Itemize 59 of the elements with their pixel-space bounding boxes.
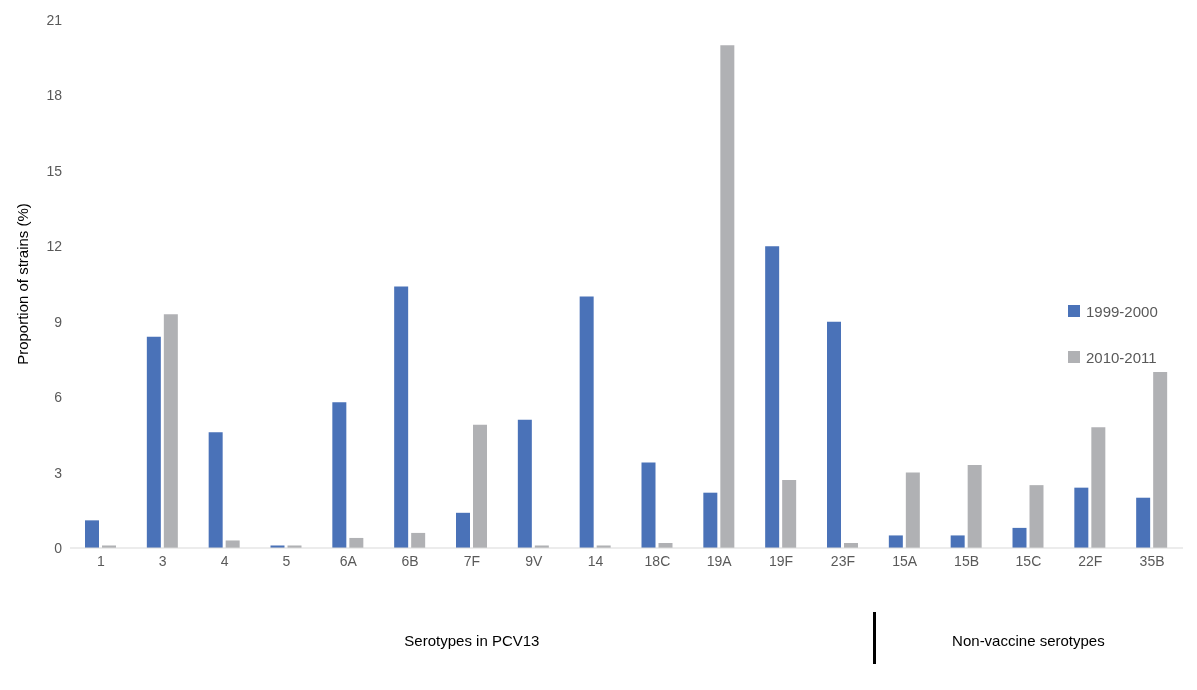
bar xyxy=(163,314,178,548)
bar xyxy=(765,246,780,548)
legend-label: 1999-2000 xyxy=(1086,302,1158,320)
bar xyxy=(1012,527,1027,548)
x-tick-label: 15B xyxy=(954,552,980,569)
y-tick-label: 15 xyxy=(46,162,63,179)
bar xyxy=(85,520,99,548)
bar xyxy=(225,540,240,548)
x-tick-label: 15C xyxy=(1015,552,1042,569)
x-tick-label: 4 xyxy=(220,552,229,569)
y-tick-label: 3 xyxy=(54,464,63,481)
x-tick-label: 19A xyxy=(706,552,733,569)
bar xyxy=(1091,427,1106,548)
y-tick-label: 0 xyxy=(54,539,63,556)
legend-label: 2010-2011 xyxy=(1086,348,1157,366)
x-tick-label: 23F xyxy=(830,552,855,569)
bar xyxy=(827,321,841,548)
bar xyxy=(1074,487,1089,548)
x-tick-label: 6A xyxy=(339,552,358,569)
x-tick-label: 6B xyxy=(401,552,419,569)
y-tick-label: 21 xyxy=(46,11,63,28)
bar xyxy=(517,419,532,548)
bar xyxy=(1136,497,1151,548)
bar xyxy=(332,402,347,548)
bar xyxy=(641,462,656,548)
x-tick-label: 15A xyxy=(892,552,918,569)
y-tick-label: 6 xyxy=(54,389,63,406)
x-tick-label: 19F xyxy=(769,552,794,569)
bar xyxy=(967,465,982,548)
bar xyxy=(905,472,920,548)
bar xyxy=(146,336,161,548)
bar xyxy=(782,480,797,548)
bar xyxy=(720,45,735,548)
bar xyxy=(411,532,426,548)
bar xyxy=(394,286,409,548)
x-tick-label: 7F xyxy=(463,552,481,569)
x-tick-label: 14 xyxy=(587,552,604,569)
text: Serotypes in PCV13 xyxy=(403,632,541,649)
bar xyxy=(579,296,594,548)
x-tick-label: 1 xyxy=(97,552,106,569)
y-tick-label: 9 xyxy=(54,313,63,330)
bar xyxy=(950,535,965,548)
y-tick-label: 18 xyxy=(46,87,63,104)
bar xyxy=(888,535,903,548)
text: Non-vaccine serotypes xyxy=(951,632,1106,649)
x-tick-label: 9V xyxy=(525,552,543,569)
bar xyxy=(1029,485,1044,548)
x-tick-label: 35B xyxy=(1139,552,1165,569)
x-tick-label: 3 xyxy=(158,552,167,569)
bar xyxy=(703,492,718,548)
y-tick-label: 12 xyxy=(46,238,63,255)
bar xyxy=(1153,372,1168,548)
bar xyxy=(473,424,487,548)
bar xyxy=(456,512,470,548)
x-tick-label: 22F xyxy=(1078,552,1103,569)
x-tick-label: 5 xyxy=(282,552,291,569)
bar xyxy=(208,432,223,548)
y-axis-title: Proportion of strains (%) xyxy=(14,203,32,365)
x-tick-label: 18C xyxy=(644,552,671,569)
